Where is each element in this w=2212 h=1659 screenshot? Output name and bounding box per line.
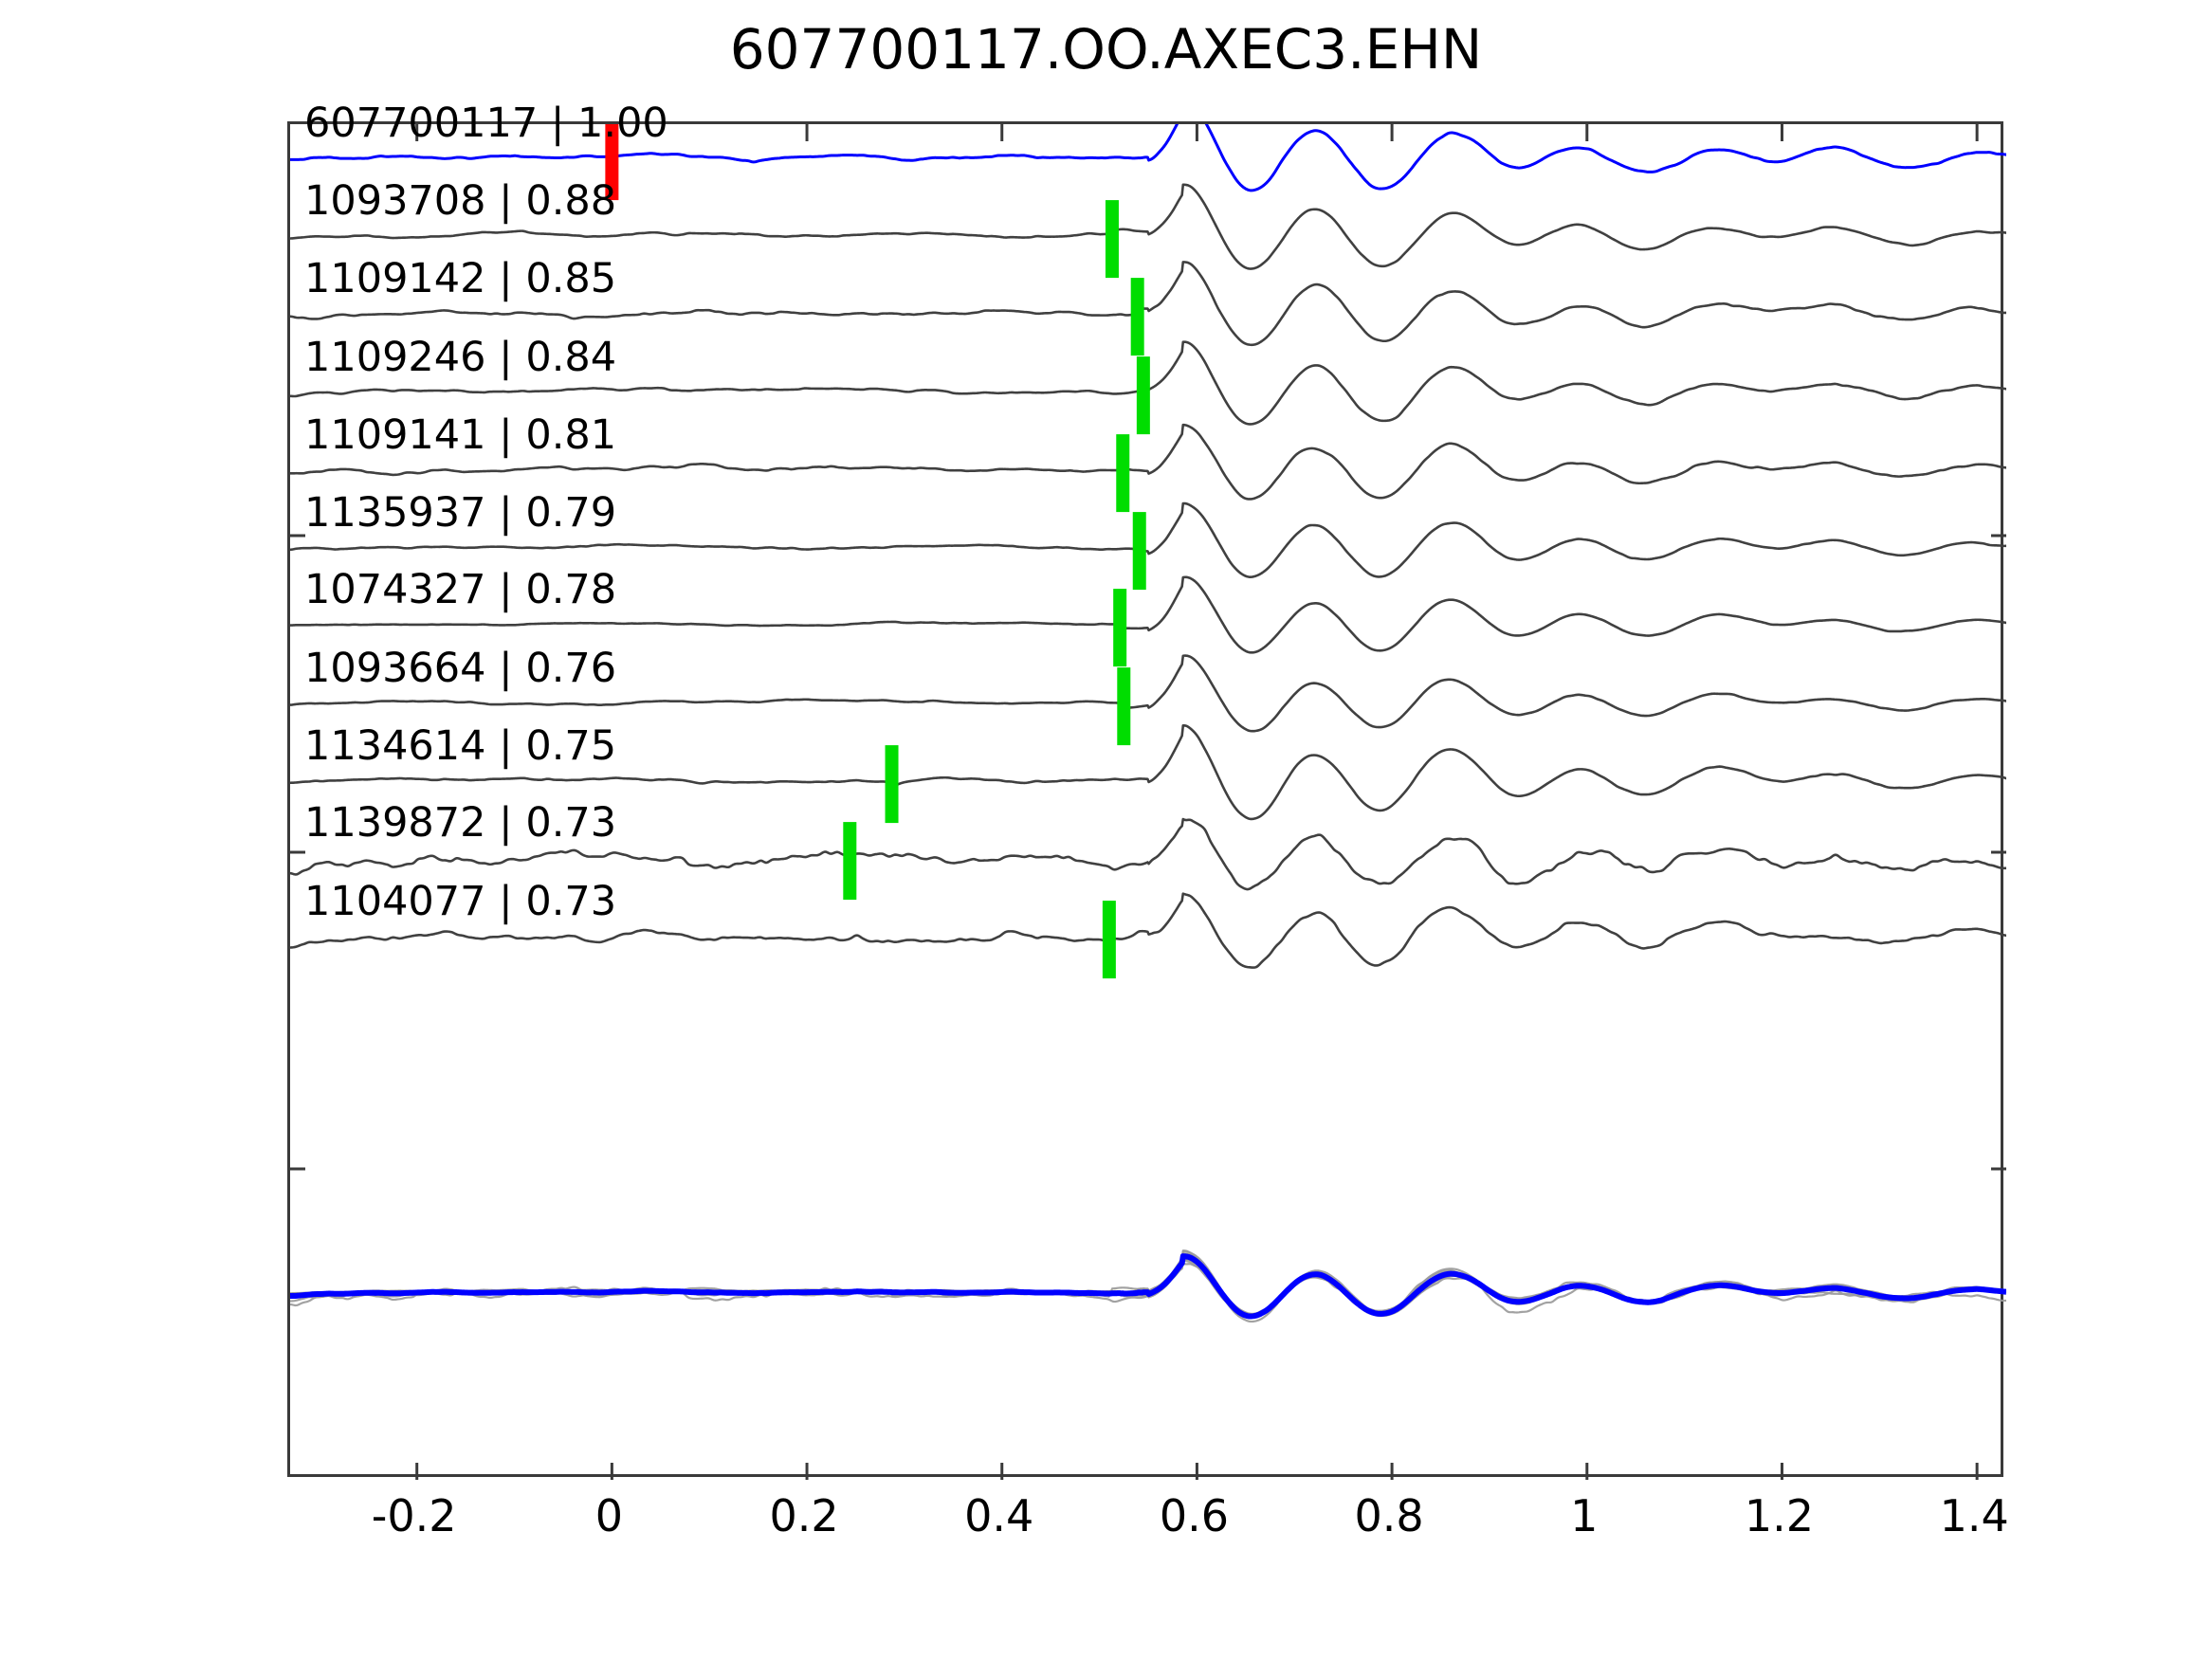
stack-waveform-path: [290, 1253, 2006, 1319]
detection-pick-marker: [1102, 901, 1116, 979]
detection-pick-marker: [1132, 512, 1146, 591]
x-tick-label-4: 0.6: [1159, 1490, 1229, 1541]
stack-waveform-path: [290, 1252, 2006, 1320]
x-tick-label-2: 0.2: [769, 1490, 839, 1541]
waveform-plot-svg: [290, 124, 2006, 1480]
detection-pick-marker: [1130, 278, 1144, 356]
trace-label-1093664: 1093664 | 0.76: [304, 645, 617, 692]
x-tick-label-3: 0.4: [964, 1490, 1034, 1541]
trace-label-1109141: 1109141 | 0.81: [304, 411, 617, 459]
waveform-path: [290, 817, 2006, 891]
stack-waveform-path: [290, 1255, 2006, 1316]
x-tick-label-8: 1.4: [1939, 1490, 2009, 1541]
x-tick-label-1: 0: [594, 1490, 624, 1541]
stack-waveform-path: [290, 1252, 2006, 1318]
detection-pick-marker: [885, 745, 899, 824]
trace-label-1104077: 1104077 | 0.73: [304, 878, 617, 925]
trace-label-1093708: 1093708 | 0.88: [304, 177, 617, 225]
trace-label-1109142: 1109142 | 0.85: [304, 255, 617, 302]
waveform-path: [290, 575, 2006, 654]
stack-waveform-path: [290, 1253, 2006, 1320]
page-title: 607700117.OO.AXEC3.EHN: [729, 17, 1483, 82]
waveform-path: [290, 501, 2006, 578]
waveform-path: [290, 124, 2006, 192]
stack-waveform-path: [290, 1255, 2006, 1316]
x-tick-label-5: 0.8: [1354, 1490, 1424, 1541]
waveform-path: [290, 423, 2006, 501]
x-tick-label-6: 1: [1570, 1490, 1599, 1541]
waveform-path: [290, 892, 2006, 969]
trace-label-1139872: 1139872 | 0.73: [304, 799, 617, 847]
trace-label-1135937: 1135937 | 0.79: [304, 489, 617, 537]
waveform-path: [290, 723, 2006, 821]
trace-label-1074327: 1074327 | 0.78: [304, 566, 617, 613]
detection-pick-marker: [1105, 200, 1119, 279]
detection-pick-marker: [1116, 434, 1130, 513]
trace-label-1109246: 1109246 | 0.84: [304, 334, 617, 381]
waveform-path: [290, 261, 2006, 347]
detection-pick-marker: [1117, 667, 1131, 746]
x-tick-label-7: 1.2: [1744, 1490, 1815, 1541]
trace-label-607700117: 607700117 | 1.00: [304, 100, 668, 147]
detection-pick-marker: [1136, 356, 1150, 435]
x-axis-tick-labels: -0.2 0 0.2 0.4 0.6 0.8 1 1.2 1.4: [287, 1490, 2009, 1566]
waveform-path: [290, 654, 2006, 733]
detection-pick-marker: [1113, 589, 1127, 667]
stack-waveform-path: [290, 1249, 2006, 1323]
detection-pick-marker: [843, 822, 857, 901]
template-pick-marker: [605, 124, 619, 201]
stack-waveform-path: [290, 1249, 2006, 1319]
trace-label-1134614: 1134614 | 0.75: [304, 722, 617, 770]
plot-frame: [287, 121, 2006, 1480]
waveform-path: [290, 183, 2006, 270]
x-tick-label-0: -0.2: [371, 1490, 457, 1541]
